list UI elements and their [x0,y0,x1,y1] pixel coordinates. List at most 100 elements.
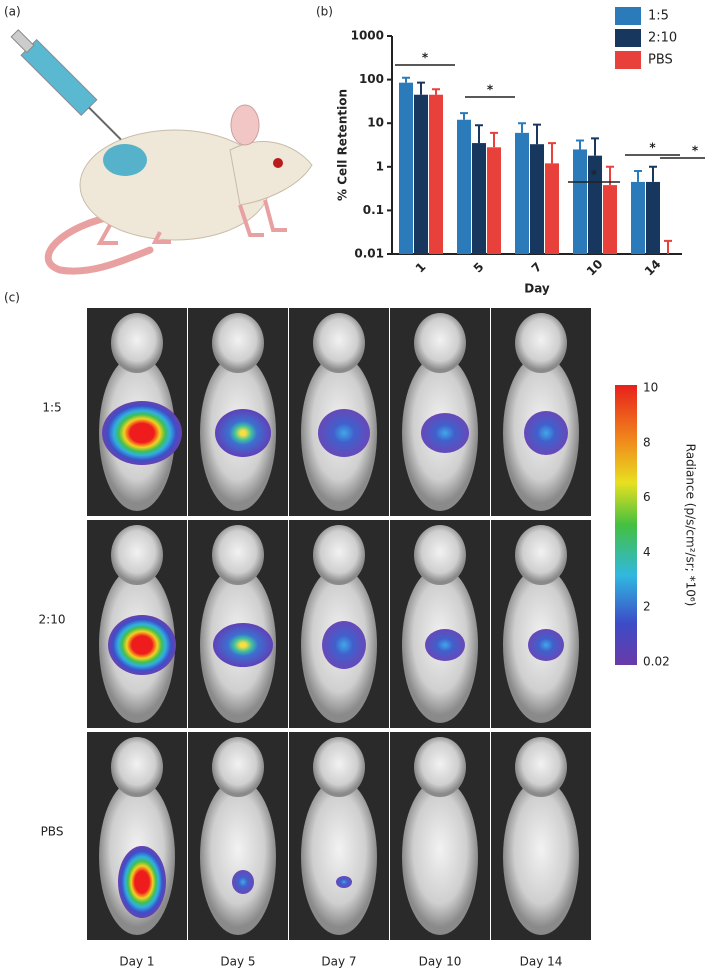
significance-mark: * [591,168,598,182]
mouse-body [402,779,478,935]
mouse-head [414,313,466,373]
significance-mark: * [692,144,699,158]
mouse-head [212,737,264,797]
error-bar [475,124,483,144]
column-label: Day 7 [321,955,356,969]
colorbar-tick-label: 8 [643,435,651,449]
column-label: Day 10 [419,955,462,969]
bar [515,132,529,254]
x-tick-label: 5 [471,260,487,276]
row-label: 2:10 [39,613,66,627]
error-bar [591,137,599,156]
colorbar-tick-label: 10 [643,381,658,395]
mouse-head [212,525,264,585]
column-label: Day 14 [520,955,563,969]
mouse-body [200,779,276,935]
significance-mark: * [649,141,656,155]
error-bar [417,81,425,95]
panel-label: (b) [316,5,333,19]
panel-label: (a) [4,5,21,19]
legend-label: 1:5 [648,9,669,24]
error-bar [460,112,468,120]
x-tick-label: 1 [413,260,429,276]
error-bar [490,131,498,148]
bar [399,82,413,254]
mouse-head [111,313,163,373]
error-bar [402,76,410,83]
bioluminescence [102,401,182,465]
y-tick-label: 10 [367,116,384,130]
legend-label: 2:10 [648,31,677,46]
colorbar [615,385,637,665]
bar [588,155,602,254]
panel-label: (c) [4,291,20,305]
mouse-illustration [10,29,313,275]
column-label: Day 5 [220,955,255,969]
bar [631,181,645,254]
bioluminescence [318,409,370,457]
x-tick-label: 14 [642,257,664,279]
bioluminescence [336,876,352,888]
bioluminescence [232,870,254,894]
colorbar-tick-label: 4 [643,545,651,559]
mouse-head [515,737,567,797]
mouse-head [414,525,466,585]
colorbar-label: Radiance (p/s/cm²/sr; *10⁶) [684,444,698,607]
y-tick-label: 1 [376,159,384,173]
bioluminescence [421,413,469,453]
x-tick-label: 10 [584,257,606,279]
mouse-head [313,737,365,797]
bar [603,185,617,254]
error-bar [649,165,657,182]
mouse-head [515,525,567,585]
legend-swatch [615,29,641,47]
bioluminescence [425,629,465,661]
bioluminescence [524,411,568,455]
x-tick-label: 7 [529,260,545,276]
error-bar [634,170,642,182]
bar-chart: 0.01 0.1 1 10 100 1000 % Cell Retention Day 1 5 7 1… [336,7,705,296]
significance-mark: * [422,51,429,65]
row-label: PBS [41,825,64,839]
bar [545,163,559,254]
y-tick-label: 0.01 [354,247,384,261]
bar [646,181,660,254]
error-bar [664,239,672,254]
error-bar [432,88,440,95]
error-bar [548,142,556,164]
mouse-body [503,779,579,935]
mouse-head [313,525,365,585]
legend-label: PBS [648,53,673,68]
bar [414,94,428,254]
mouse-body [301,779,377,935]
y-tick-label: 1000 [351,29,384,43]
imaging-grid [87,308,591,940]
legend-swatch [615,51,641,69]
mouse-head [515,313,567,373]
bar [429,94,443,254]
error-bar [518,122,526,133]
mouse-head [414,737,466,797]
bioluminescence [322,621,366,669]
bioluminescence [528,629,564,661]
significance-mark: * [487,83,494,97]
colorbar-tick-label: 2 [643,600,651,614]
x-axis-label: Day [524,282,550,296]
error-bar [576,139,584,150]
colorbar-tick-label: 6 [643,490,651,504]
bar [487,147,501,254]
bar [573,149,587,254]
colorbar-tick-label: 0.02 [643,655,670,669]
bioluminescence [215,409,271,457]
y-tick-label: 0.1 [363,203,384,217]
y-tick-label: 100 [359,72,384,86]
bioluminescence [213,623,273,667]
mouse-head [212,313,264,373]
error-bar [533,123,541,145]
row-label: 1:5 [42,401,61,415]
bar [530,144,544,254]
bar [472,143,486,254]
mouse-head [111,525,163,585]
legend-swatch [615,7,641,25]
